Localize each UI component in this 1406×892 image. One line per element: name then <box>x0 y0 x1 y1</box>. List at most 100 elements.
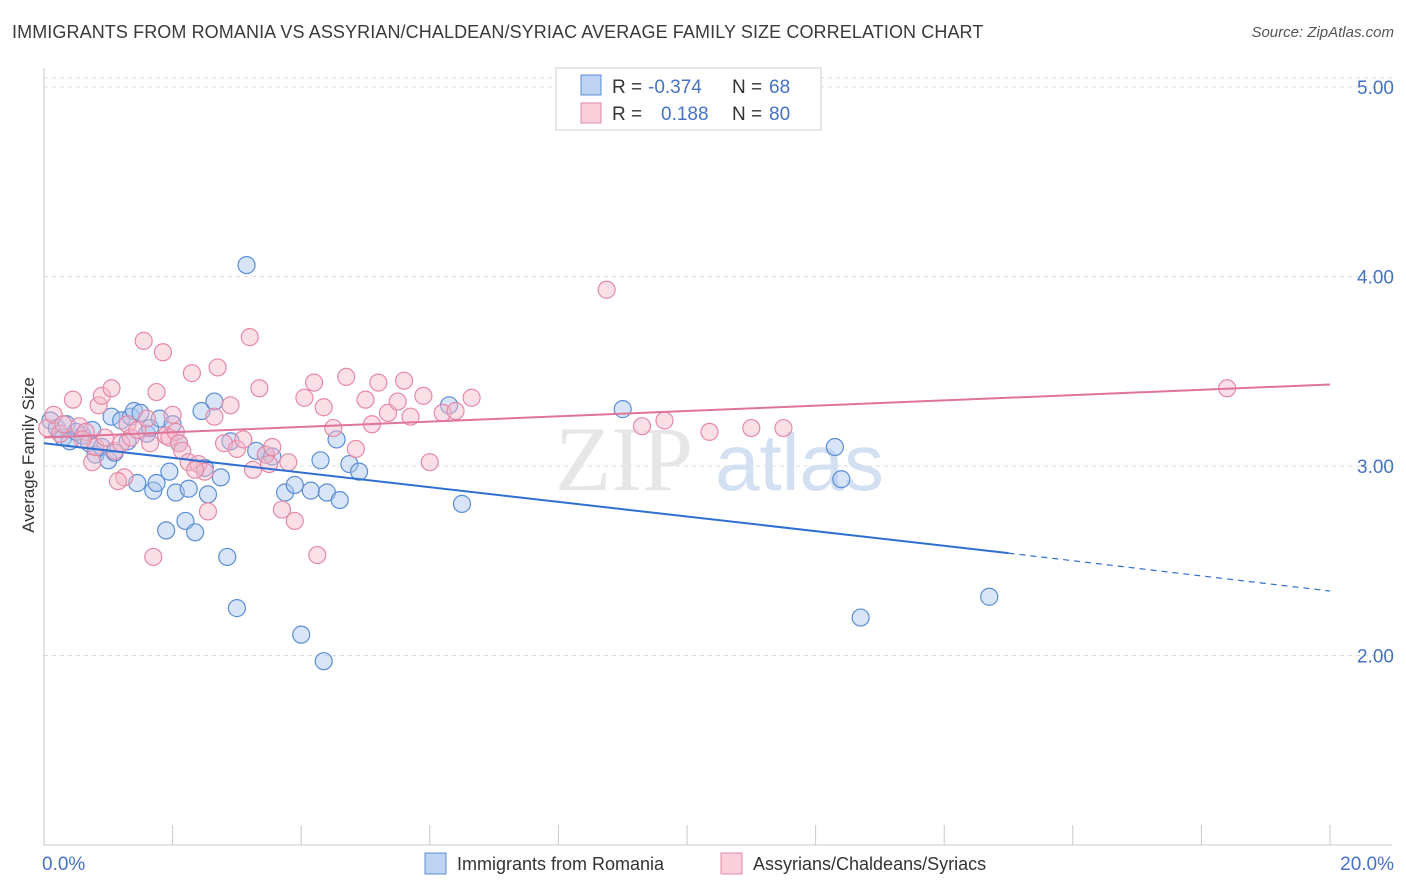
romania-point-32 <box>186 523 205 542</box>
assyrian-point-45 <box>256 445 275 464</box>
assyrian-point-27 <box>163 405 182 424</box>
legend-swatch-blue <box>580 74 602 96</box>
legend-r-value-2: 0.188 <box>661 104 709 125</box>
assyrian-point-54 <box>324 418 343 438</box>
y-tick-label-1: 3.00 <box>1357 457 1394 478</box>
romania-point-60 <box>832 470 851 489</box>
assyrian-point-48 <box>279 453 298 472</box>
legend-n-label-1: N = <box>732 77 762 98</box>
romania-point-26 <box>160 462 179 481</box>
assyrian-point-53 <box>314 398 333 417</box>
romania-point-41 <box>237 255 256 275</box>
romania-point-38 <box>218 547 237 567</box>
assyrian-point-65 <box>420 453 439 472</box>
axes <box>43 68 1392 846</box>
assyrian-point-73 <box>742 418 761 438</box>
romania-point-48 <box>301 481 320 500</box>
assyrian-point-1 <box>44 405 63 424</box>
romania-point-46 <box>285 475 304 495</box>
watermark-atlas: atlas <box>715 418 884 507</box>
assyrian-point-39 <box>221 396 240 415</box>
romania-point-31 <box>179 479 198 498</box>
assyrian-point-46 <box>263 437 282 457</box>
assyrian-point-36 <box>205 407 224 426</box>
assyrian-point-19 <box>134 331 153 350</box>
romania-point-62 <box>980 587 999 606</box>
assyrian-point-67 <box>446 401 465 421</box>
assyrian-point-74 <box>774 418 793 438</box>
assyrian-point-51 <box>304 373 324 392</box>
assyrian-point-57 <box>356 390 375 409</box>
y-tick-label-0: 2.00 <box>1357 646 1394 667</box>
assyrian-point-49 <box>285 511 304 531</box>
grid-lines <box>44 77 1392 656</box>
bottom-legend-swatch-blue <box>424 852 447 875</box>
y-tick-labels: 2.00 3.00 4.00 5.00 <box>1357 78 1394 668</box>
romania-point-53 <box>330 490 349 510</box>
assyrian-point-3 <box>54 415 73 434</box>
assyrian-point-21 <box>140 434 160 453</box>
romania-trend-extension <box>1008 552 1331 592</box>
romania-point-57 <box>452 494 472 513</box>
romania-point-58 <box>613 400 632 419</box>
assyrian-point-12 <box>102 379 121 398</box>
romania-point-54 <box>340 454 359 474</box>
assyrian-point-61 <box>388 392 407 411</box>
assyrian-point-9 <box>89 396 108 415</box>
romania-point-61 <box>851 608 870 627</box>
assyrian-point-68 <box>462 388 481 407</box>
romania-point-45 <box>276 483 295 502</box>
assyrian-point-56 <box>346 439 365 459</box>
correlation-legend: R = -0.374 N = 68 R = 0.188 N = 80 <box>555 67 822 131</box>
romania-point-50 <box>314 652 333 671</box>
assyrian-point-10 <box>92 386 111 405</box>
assyrian-point-71 <box>655 411 674 430</box>
chart-title: IMMIGRANTS FROM ROMANIA VS ASSYRIAN/CHAL… <box>12 22 984 42</box>
assyrian-point-24 <box>153 343 173 362</box>
assyrian-point-4 <box>63 390 83 409</box>
bottom-legend-label-blue: Immigrants from Romania <box>457 854 665 874</box>
assyrian-point-47 <box>272 500 292 519</box>
y-tick-label-3: 5.00 <box>1357 78 1394 99</box>
assyrian-point-42 <box>240 328 259 347</box>
legend-r-label-2: R = <box>612 104 642 125</box>
legend-swatch-pink <box>580 102 602 124</box>
assyrian-point-41 <box>234 430 253 449</box>
assyrian-point-77 <box>186 460 205 479</box>
assyrian-point-55 <box>337 367 356 387</box>
romania-point-55 <box>349 462 369 481</box>
assyrian-point-40 <box>227 439 246 459</box>
assyrian-point-64 <box>414 386 433 405</box>
romania-point-11 <box>99 451 118 470</box>
assyrian-point-70 <box>632 417 652 436</box>
legend-n-value-1: 68 <box>769 77 790 98</box>
romania-point-37 <box>211 468 230 487</box>
assyrian-point-44 <box>250 379 269 398</box>
legend-r-value-1: -0.374 <box>648 77 702 98</box>
romania-point-47 <box>292 625 311 644</box>
x-tick-label-1: 20.0% <box>1340 854 1394 875</box>
assyrian-point-22 <box>144 547 163 567</box>
assyrian-point-78 <box>108 472 128 491</box>
source-label: Source: ZipAtlas.com <box>1251 24 1394 41</box>
assyrian-point-35 <box>198 502 218 521</box>
assyrian-point-59 <box>369 373 388 392</box>
assyrian-point-72 <box>700 422 719 441</box>
watermark-zip: ZIP <box>555 408 693 510</box>
assyrian-point-20 <box>137 409 156 428</box>
assyrian-point-37 <box>208 358 227 377</box>
romania-point-12 <box>102 407 121 426</box>
x-tick-labels: 0.0% 20.0% <box>42 854 1394 875</box>
assyrian-point-79 <box>73 430 92 449</box>
assyrian-point-62 <box>394 371 414 390</box>
romania-point-49 <box>311 451 330 470</box>
romania-point-23 <box>147 473 166 493</box>
assyrian-point-23 <box>147 382 166 402</box>
assyrian-point-43 <box>243 460 263 479</box>
assyrian-point-52 <box>308 545 327 565</box>
assyrian-point-63 <box>401 407 420 426</box>
romania-point-40 <box>227 599 246 618</box>
assyrian-trend-line <box>43 383 1331 439</box>
y-tick-label-2: 4.00 <box>1357 267 1394 288</box>
assyrian-point-11 <box>95 428 115 447</box>
